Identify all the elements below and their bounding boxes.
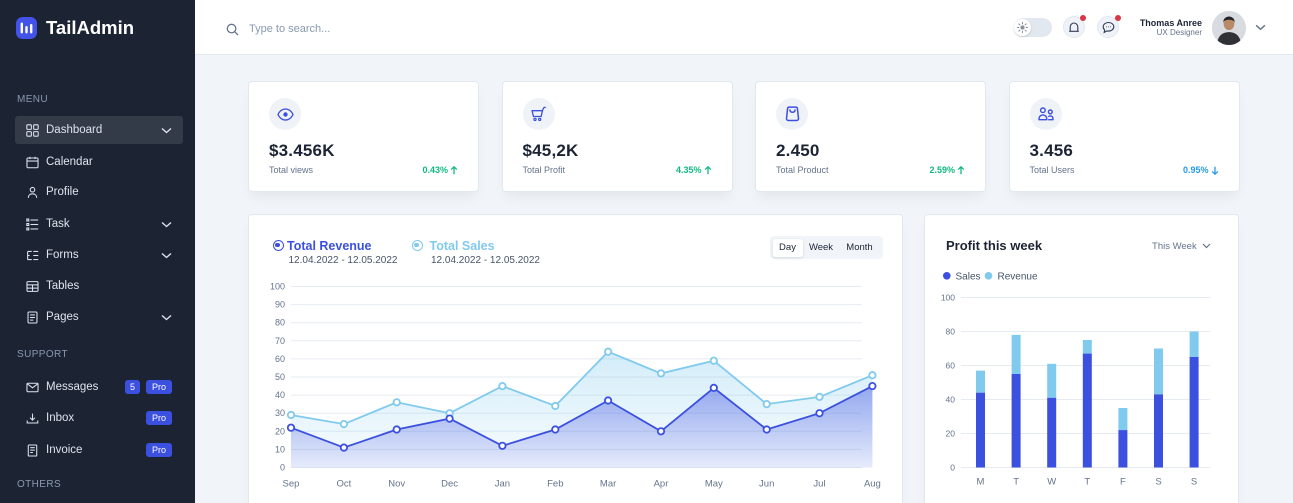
svg-text:80: 80	[275, 318, 285, 328]
svg-text:90: 90	[275, 300, 285, 310]
svg-text:60: 60	[946, 361, 956, 371]
svg-text:S: S	[1191, 477, 1197, 488]
svg-text:0: 0	[950, 463, 955, 473]
svg-text:Revenue: Revenue	[998, 271, 1038, 282]
svg-text:60: 60	[275, 354, 285, 364]
svg-text:30: 30	[275, 408, 285, 418]
svg-text:40: 40	[946, 395, 956, 405]
svg-text:Oct: Oct	[337, 479, 352, 490]
svg-text:Sales: Sales	[956, 271, 981, 282]
svg-text:0: 0	[280, 463, 285, 473]
svg-text:Aug: Aug	[864, 479, 881, 490]
svg-text:Apr: Apr	[654, 479, 669, 490]
svg-text:10: 10	[275, 444, 285, 454]
svg-text:Jun: Jun	[759, 479, 774, 490]
svg-text:50: 50	[275, 372, 285, 382]
svg-text:T: T	[1013, 477, 1019, 488]
svg-text:W: W	[1047, 477, 1056, 488]
svg-text:May: May	[705, 479, 723, 490]
svg-text:F: F	[1120, 477, 1126, 488]
svg-text:Nov: Nov	[388, 479, 405, 490]
svg-text:20: 20	[275, 426, 285, 436]
svg-text:Dec: Dec	[441, 479, 458, 490]
svg-text:100: 100	[941, 293, 955, 303]
svg-text:M: M	[977, 477, 985, 488]
svg-text:Mar: Mar	[600, 479, 616, 490]
svg-text:Jul: Jul	[813, 479, 825, 490]
svg-text:T: T	[1084, 477, 1090, 488]
svg-text:40: 40	[275, 390, 285, 400]
svg-text:20: 20	[946, 429, 956, 439]
svg-text:80: 80	[946, 327, 956, 337]
svg-text:S: S	[1155, 477, 1161, 488]
svg-text:100: 100	[270, 282, 285, 292]
svg-text:Sep: Sep	[283, 479, 300, 490]
svg-text:Feb: Feb	[547, 479, 563, 490]
svg-text:Jan: Jan	[495, 479, 510, 490]
svg-text:70: 70	[275, 336, 285, 346]
